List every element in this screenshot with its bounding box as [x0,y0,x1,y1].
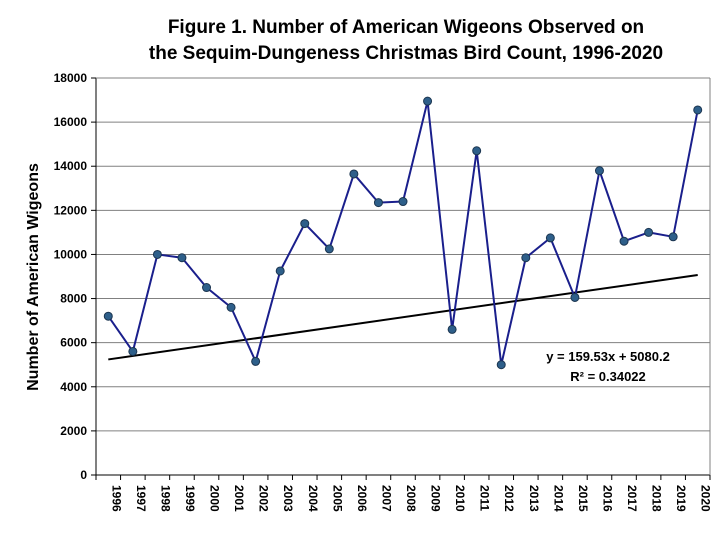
data-series [103,96,703,370]
x-tick-label: 2003 [281,485,295,512]
data-point [177,253,187,263]
data-point [693,105,703,115]
x-tick-label: 2005 [330,485,344,512]
data-point [447,324,457,334]
data-point [594,166,604,176]
chart-title-line-1: Figure 1. Number of American Wigeons Obs… [168,17,644,38]
y-tick-label: 18000 [54,71,88,85]
x-tick-label: 1998 [158,485,172,512]
data-point [152,249,162,259]
x-tick-label: 2013 [527,485,541,512]
y-tick-label: 0 [80,468,87,482]
x-tick-label: 1999 [183,485,197,512]
data-point [570,292,580,302]
data-point [545,233,555,243]
y-tick-label: 10000 [54,247,88,261]
y-tick-label: 6000 [60,336,87,350]
trendline [108,274,698,361]
trendline-equation: y = 159.53x + 5080.2 [546,349,670,364]
x-tick-label: 2001 [232,485,246,512]
data-point [226,302,236,312]
x-tick-label: 1996 [109,485,123,512]
y-tick-label: 4000 [60,380,87,394]
data-point [349,169,359,179]
x-tick-label: 2019 [674,485,688,512]
trendline-line [108,274,698,361]
data-point [619,236,629,246]
x-tick-label: 2010 [453,485,467,512]
y-tick-label: 16000 [54,115,88,129]
y-tick-label: 12000 [54,203,88,217]
x-tick-label: 2002 [257,485,271,512]
data-point [300,219,310,229]
data-point [251,356,261,366]
trendline-r-squared: R² = 0.34022 [570,369,646,384]
x-tick-label: 2012 [502,485,516,512]
data-point [668,232,678,242]
data-point [644,227,654,237]
y-tick-label: 2000 [60,424,87,438]
data-point [275,266,285,276]
y-tick-labels: 0 2000 4000 6000 8000 10000 12000 14000 16000 180… [54,71,88,482]
y-tick-label: 14000 [54,159,88,173]
x-tick-label: 2004 [306,485,320,512]
x-tick-label: 2014 [551,485,565,512]
x-tick-label: 2006 [355,485,369,512]
x-tick-label: 2011 [478,485,492,511]
data-point [472,146,482,156]
x-tick-label: 1997 [134,485,148,512]
x-tick-label: 2020 [699,485,713,512]
chart-title-line-2: the Sequim-Dungeness Christmas Bird Coun… [149,43,663,64]
data-point [521,253,531,263]
data-point [423,96,433,106]
series-line [107,100,699,366]
data-point [496,360,506,370]
data-point [373,198,383,208]
data-point [324,244,334,254]
data-point [398,197,408,207]
x-tick-label: 2008 [404,485,418,512]
data-point [103,311,113,321]
data-point [128,346,138,356]
x-tick-label: 2009 [429,485,443,512]
x-tick-label: 2015 [576,485,590,512]
y-tick-label: 8000 [60,292,87,306]
data-point [202,283,212,293]
x-tick-label: 2017 [625,485,639,512]
x-tick-label: 2007 [379,485,393,512]
x-tick-label: 2018 [650,485,664,512]
x-tick-labels: 1996 1997 1998 1999 2000 2001 2002 2003 2004 2005… [109,485,712,512]
x-tick-label: 2000 [208,485,222,512]
x-tick-label: 2016 [600,485,614,512]
y-axis-title: Number of American Wigeons [25,163,42,391]
axes [91,77,711,480]
